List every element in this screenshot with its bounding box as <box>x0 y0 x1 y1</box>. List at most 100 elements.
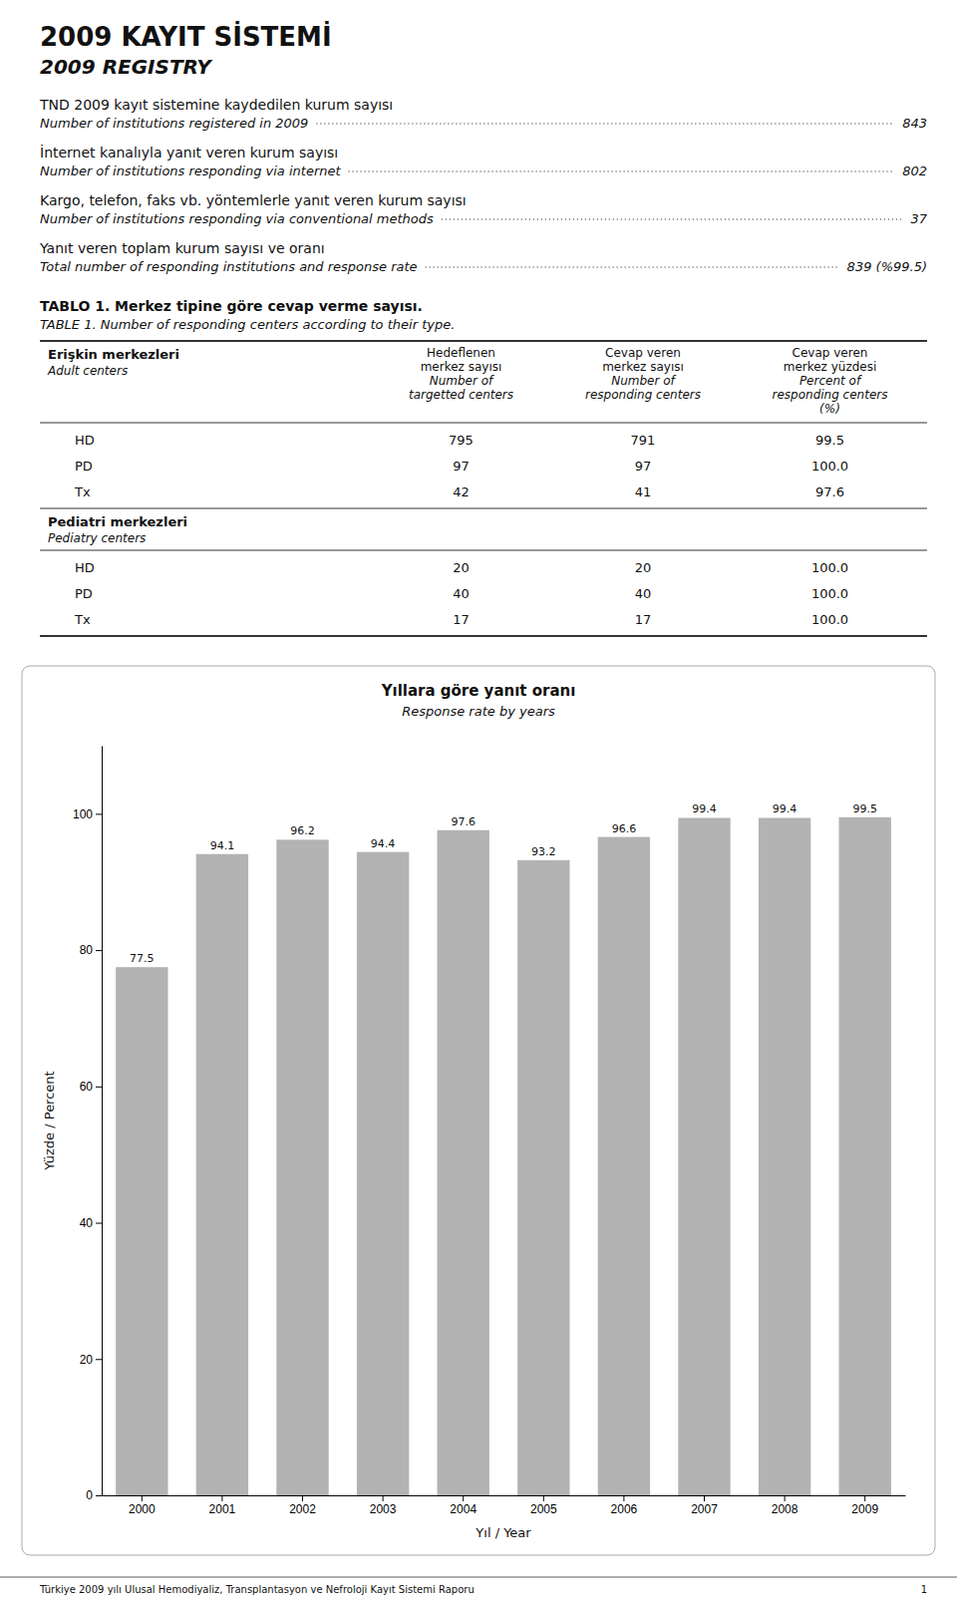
block-english: Total number of responding institutions … <box>39 259 418 275</box>
block-english: Number of institutions registered in 200… <box>39 115 309 131</box>
group-name-english: Adult centers <box>46 363 128 378</box>
row-label: PD <box>74 458 93 474</box>
table-cell: 97.6 <box>815 484 845 500</box>
block-value: 839 (%99.5) <box>847 259 928 275</box>
group-name-english: Pediatry centers <box>47 531 146 546</box>
tick-label: 2004 <box>449 1502 477 1517</box>
tick-mark <box>95 950 102 952</box>
table-cell: 20 <box>635 560 652 576</box>
data-label: 97.6 <box>450 815 476 829</box>
block-english: Number of institutions responding via in… <box>39 163 341 179</box>
tick: 60 <box>79 1079 102 1094</box>
column-header: Number of <box>429 373 495 388</box>
bar <box>598 837 650 1496</box>
table-subtitle: TABLE 1. Number of responding centers ac… <box>39 317 455 332</box>
bar <box>839 817 892 1496</box>
tick-label: 2008 <box>771 1502 799 1517</box>
tick: 2004 <box>449 1495 477 1517</box>
table-rule <box>39 507 928 509</box>
tick-label: 2003 <box>369 1502 397 1517</box>
row-label: PD <box>74 586 93 602</box>
data-label: 99.4 <box>691 802 717 816</box>
bar <box>517 860 570 1496</box>
y-axis-title: Yüzde / Percent <box>41 1070 57 1171</box>
table-cell: 41 <box>635 484 652 500</box>
table-cell: 97 <box>452 458 470 474</box>
bar <box>196 854 249 1496</box>
tick-mark <box>784 1495 786 1502</box>
column-header: Cevap veren <box>605 345 681 360</box>
tick: 100 <box>72 807 102 822</box>
tick: 2007 <box>690 1495 718 1517</box>
table-cell: 100.0 <box>811 586 849 602</box>
chart-title: Yıllara göre yanıt oranı <box>380 681 577 700</box>
data-label: 94.4 <box>370 837 396 851</box>
tick: 0 <box>85 1488 102 1503</box>
tick: 2002 <box>289 1495 317 1517</box>
tick-mark <box>95 1086 102 1088</box>
column-header: merkez sayısı <box>420 359 503 374</box>
table-rule <box>39 549 928 551</box>
table-cell: 100.0 <box>811 560 849 576</box>
tick-label: 0 <box>85 1488 93 1503</box>
row-label: HD <box>74 432 95 448</box>
data-label: 96.2 <box>290 824 316 838</box>
block-value: 37 <box>910 211 928 227</box>
bar <box>276 839 328 1496</box>
bar <box>758 817 811 1496</box>
tick: 40 <box>79 1216 102 1231</box>
table-cell: 20 <box>452 560 470 576</box>
tick-mark <box>95 1358 102 1360</box>
tick-mark <box>864 1495 866 1502</box>
tick-label: 40 <box>79 1216 94 1231</box>
tick-label: 2001 <box>209 1502 237 1517</box>
block-value: 802 <box>902 163 928 179</box>
tick: 2001 <box>209 1495 237 1517</box>
column-header: Percent of <box>799 373 863 388</box>
row-label: HD <box>74 560 95 576</box>
bar <box>356 852 409 1496</box>
tick-label: 2007 <box>690 1502 718 1517</box>
tick-label: 2000 <box>128 1502 156 1517</box>
footer: Türkiye 2009 yılı Ulusal Hemodiyaliz, Tr… <box>38 1584 475 1595</box>
tick: 2008 <box>771 1495 799 1517</box>
tick-mark <box>141 1495 143 1502</box>
column-header: Number of <box>611 373 676 388</box>
tick-mark <box>382 1495 384 1502</box>
tick-label: 2005 <box>530 1502 558 1517</box>
tick-label: 20 <box>79 1352 94 1367</box>
tick-label: 100 <box>72 807 93 822</box>
tick: 2003 <box>369 1495 397 1517</box>
block-turkish: İnternet kanalıyla yanıt veren kurum say… <box>39 143 338 161</box>
table-cell: 100.0 <box>811 612 849 628</box>
tick-label: 2009 <box>851 1502 879 1517</box>
data-label: 99.5 <box>852 802 878 816</box>
chart-subtitle: Response rate by years <box>401 703 556 719</box>
chart-box <box>21 665 936 1556</box>
data-label: 77.5 <box>129 952 155 965</box>
tick-label: 80 <box>79 943 94 957</box>
table-cell: 40 <box>635 586 652 602</box>
column-header: merkez sayısı <box>602 359 684 374</box>
page: 2009 KAYIT SİSTEMİ2009 REGISTRYTND 2009 … <box>0 0 957 1600</box>
table-cell: 100.0 <box>811 458 849 474</box>
column-header: targetted centers <box>408 387 514 402</box>
table-rule <box>39 339 928 342</box>
column-header: responding centers <box>772 387 889 402</box>
table-cell: 99.5 <box>815 432 845 448</box>
axis-line <box>101 746 103 1497</box>
leader <box>425 267 840 269</box>
tick-mark <box>95 1495 102 1497</box>
tick: 2005 <box>530 1495 558 1517</box>
bars <box>115 817 892 1496</box>
row-label: Tx <box>73 484 91 500</box>
table-cell: 40 <box>452 586 470 602</box>
tick-label: 60 <box>79 1079 94 1094</box>
tick-mark <box>462 1495 464 1502</box>
data-label: 93.2 <box>531 845 557 859</box>
tick-mark <box>302 1495 304 1502</box>
tick-label: 2006 <box>611 1502 638 1517</box>
tick-mark <box>221 1495 223 1502</box>
tick: 80 <box>79 943 102 957</box>
block-value: 843 <box>902 115 928 131</box>
